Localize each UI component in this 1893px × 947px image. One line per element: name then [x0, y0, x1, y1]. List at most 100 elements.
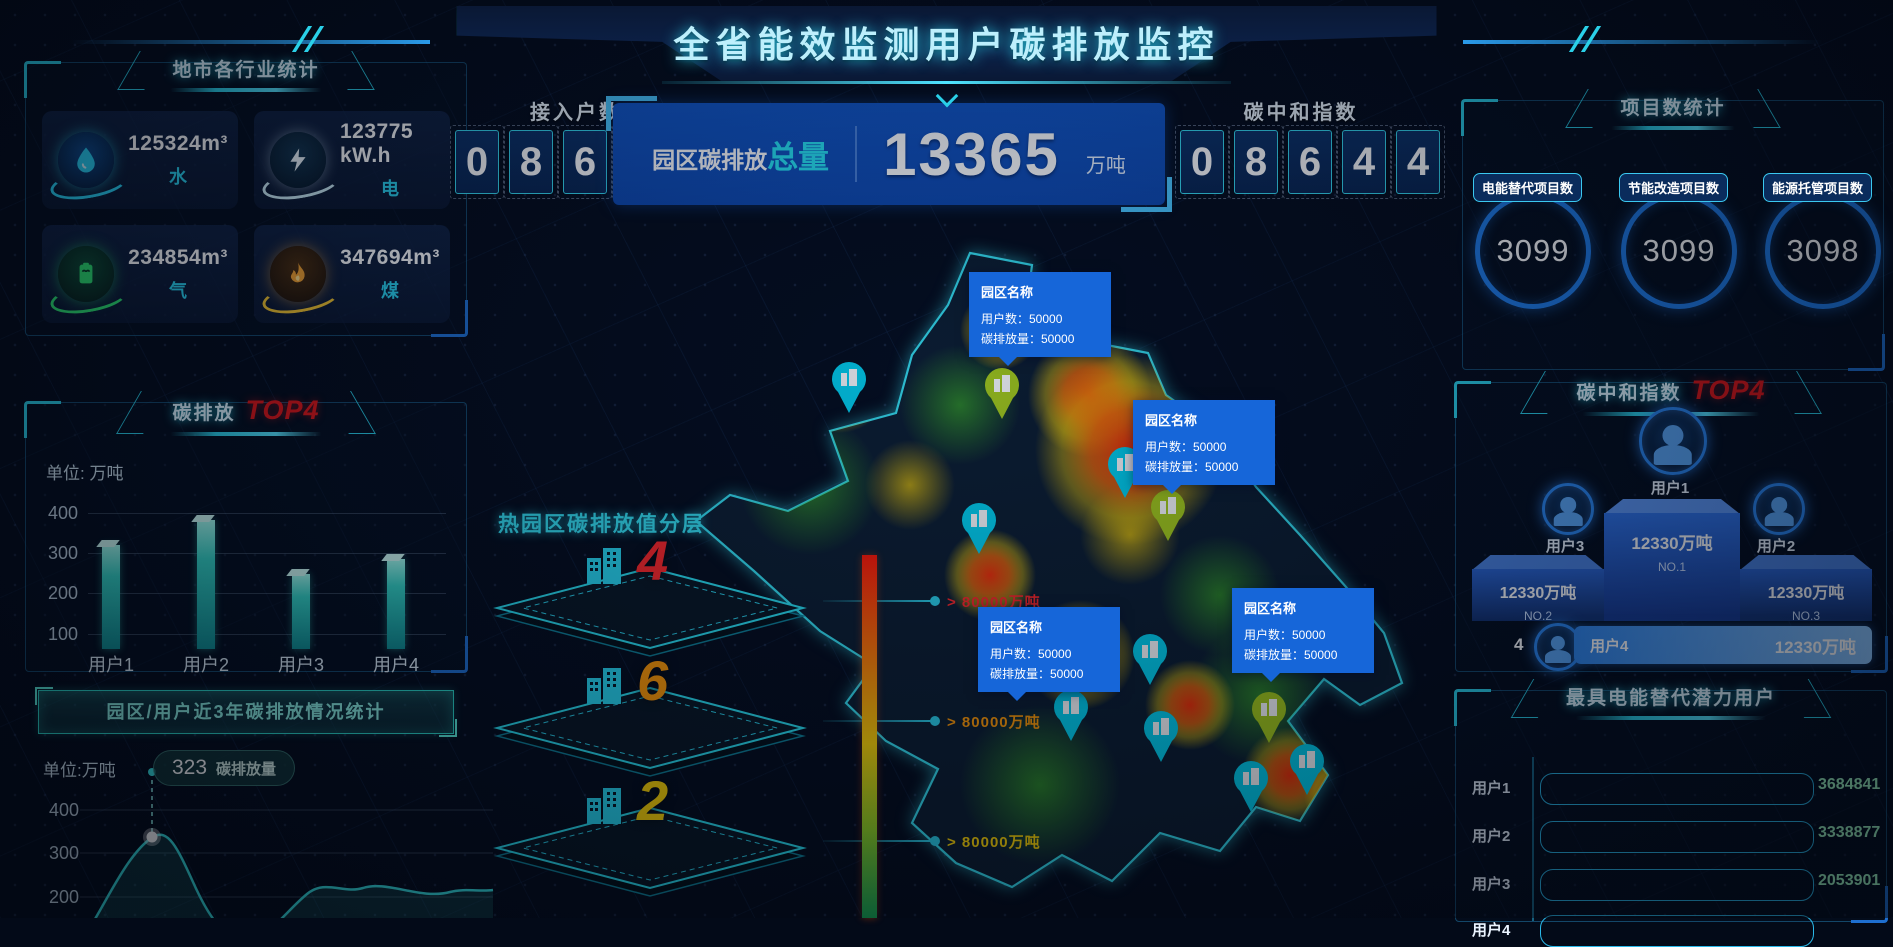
flame-icon: [260, 246, 342, 319]
digit-card: 0: [1175, 125, 1229, 199]
podium-value-1: 12330万吨: [1631, 534, 1713, 553]
heat-layer-row-3: 2 > 80000万吨: [485, 769, 1055, 898]
tooltip-title: 园区名称: [1244, 601, 1297, 616]
podium-block-2: 12330万吨 NO.2: [1472, 555, 1604, 623]
emission-top4-title: 碳排放 TOP4: [116, 387, 376, 438]
tooltip-emission: 碳排放量：50000: [1244, 648, 1338, 662]
stat-value: 125324m³: [128, 131, 228, 155]
y-tick: 200: [47, 583, 78, 603]
podium-name-2: 用户3: [1545, 538, 1585, 555]
row-value: 3338877: [1818, 824, 1881, 841]
potential-row-1: 用户1 3684841: [1456, 771, 1886, 805]
total-label-prefix: 园区碳排放: [652, 146, 768, 173]
tooltip-title: 园区名称: [981, 285, 1034, 300]
tooltip-emission: 碳排放量：50000: [990, 667, 1084, 681]
tooltip-emission: 碳排放量：50000: [981, 332, 1075, 346]
layer-connector-line: [823, 836, 940, 846]
tooltip-users: 用户数：50000: [1145, 440, 1227, 454]
layer-connector-line: [823, 716, 940, 726]
y-tick: 300: [48, 843, 79, 863]
water-drop-icon: [48, 132, 130, 205]
potential-users-title-text: 最具电能替代潜力用户: [1565, 688, 1777, 709]
industry-stats-panel: 地市各行业统计 125324m³ 水 123775 kW.h 电: [24, 51, 468, 337]
y-tick: 200: [48, 887, 79, 907]
layer-count: 6: [637, 649, 669, 712]
total-emission-box: 园区碳排放总量 13365 万吨: [606, 96, 1172, 212]
bar-user2: [197, 520, 215, 649]
heat-layer-row-1: 4 > 80000万吨: [485, 529, 1055, 658]
podium-block-1: 12330万吨 NO.1: [1604, 499, 1740, 621]
row-label: 用户2: [1472, 828, 1511, 845]
stat-card-electricity: 123775 kW.h 电: [254, 111, 450, 209]
stat-card-gas: 234854m³ 气: [42, 225, 238, 323]
trend-unit-label: 单位:万吨: [43, 761, 116, 780]
building-icon: [581, 782, 627, 826]
stat-value: 234854m³: [128, 245, 228, 269]
y-tick: 300: [47, 543, 78, 563]
progress-track: [1540, 773, 1814, 805]
total-value: 13365: [883, 120, 1060, 188]
header-accent-line-left: [70, 40, 430, 44]
stat-label: 电: [381, 178, 399, 199]
x-tick: 用户3: [277, 655, 324, 675]
layer-count: 4: [637, 529, 669, 592]
rank4-value: 12330万吨: [1774, 637, 1856, 657]
stat-card-water: 125324m³ 水: [42, 111, 238, 209]
stat-card-coal: 347694m³ 煤: [254, 225, 450, 323]
park-pin[interactable]: [832, 362, 866, 413]
podium-name-3: 用户2: [1756, 538, 1796, 555]
podium-name-1: 用户1: [1650, 480, 1690, 497]
digit-card: 4: [1337, 125, 1391, 199]
project-circle: 3099: [1621, 193, 1737, 309]
park-tooltip: 园区名称 用户数：50000 碳排放量：50000: [1133, 400, 1275, 494]
park-tooltip: 园区名称 用户数：50000 碳排放量：50000: [969, 272, 1111, 366]
tooltip-title: 园区名称: [1145, 413, 1198, 428]
history-stats-button[interactable]: 园区/用户近3年碳排放情况统计: [35, 687, 457, 737]
gas-icon: [48, 246, 130, 319]
potential-users-panel: 最具电能替代潜力用户 用户1 3684841 用户2 3338877 用户3 2…: [1454, 679, 1888, 947]
stat-value: 347694m³: [340, 245, 440, 269]
podium-value-2: 12330万吨: [1499, 585, 1577, 602]
avatar-rank1: [1639, 407, 1707, 475]
project-circle: 3098: [1765, 193, 1881, 309]
neutral-index-digits: 0 8 6 4 4: [1175, 125, 1445, 199]
y-tick: 400: [47, 503, 78, 523]
emission-top4-title-text: 碳排放: [172, 403, 236, 424]
x-tick: 用户2: [182, 655, 229, 675]
potential-users-title: 最具电能替代潜力用户: [1510, 675, 1832, 722]
podium-rank-2: NO.2: [1523, 609, 1552, 623]
top4-badge: TOP4: [1691, 375, 1766, 405]
digit-card: 6: [1283, 125, 1337, 199]
tooltip-emission: 碳排放量：50000: [1145, 460, 1239, 474]
rank4-name: 用户4: [1590, 637, 1629, 655]
stat-label: 煤: [381, 280, 399, 301]
project-badge: 节能改造项目数: [1619, 173, 1729, 202]
potential-row-2: 用户2 3338877: [1456, 819, 1886, 853]
neutral-index-label: 碳中和指数: [1243, 102, 1359, 124]
layer-threshold: > 80000万吨: [947, 834, 1041, 851]
header-banner: 全省能效监测用户碳排放监控: [456, 6, 1437, 84]
park-tooltip: 园区名称 用户数：50000 碳排放量：50000: [978, 607, 1120, 701]
stat-value: 123775 kW.h: [340, 119, 414, 167]
page-title: 全省能效监测用户碳排放监控: [673, 24, 1220, 65]
project-circle: 3099: [1475, 193, 1591, 309]
chart-unit-label: 单位: 万吨: [46, 464, 124, 483]
trend-tooltip: 323 碳排放量: [153, 750, 296, 786]
x-tick: 用户4: [372, 655, 419, 675]
neutral-top4-title-text: 碳中和指数: [1576, 383, 1682, 404]
heat-scale-gradient-bar: [862, 555, 877, 918]
avatar-rank3: [1753, 483, 1805, 535]
total-divider: [855, 126, 858, 182]
neutral-top4-panel: 碳中和指数 TOP4 用户1 12330万吨 NO.1 用户3 12330万吨 N…: [1454, 371, 1888, 673]
project-badge: 能源托管项目数: [1763, 173, 1873, 202]
industry-card-grid: 125324m³ 水 123775 kW.h 电 234854m³ 气: [42, 111, 450, 323]
rank4-row: 用户4 12330万吨: [1574, 626, 1872, 664]
bar-user1: [102, 545, 120, 649]
row-label: 用户3: [1472, 876, 1511, 893]
industry-panel-title: 地市各行业统计: [117, 47, 375, 94]
trend-tooltip-label: 碳排放量: [216, 760, 277, 778]
tooltip-title: 园区名称: [990, 620, 1043, 635]
podium-value-3: 12330万吨: [1767, 585, 1845, 602]
project-stats-panel: 项目数统计 电能替代项目数 3099 节能改造项目数 3099 能源托管项目数 …: [1461, 89, 1885, 371]
heat-layers-title: 热园区碳排放值分层: [498, 513, 705, 536]
